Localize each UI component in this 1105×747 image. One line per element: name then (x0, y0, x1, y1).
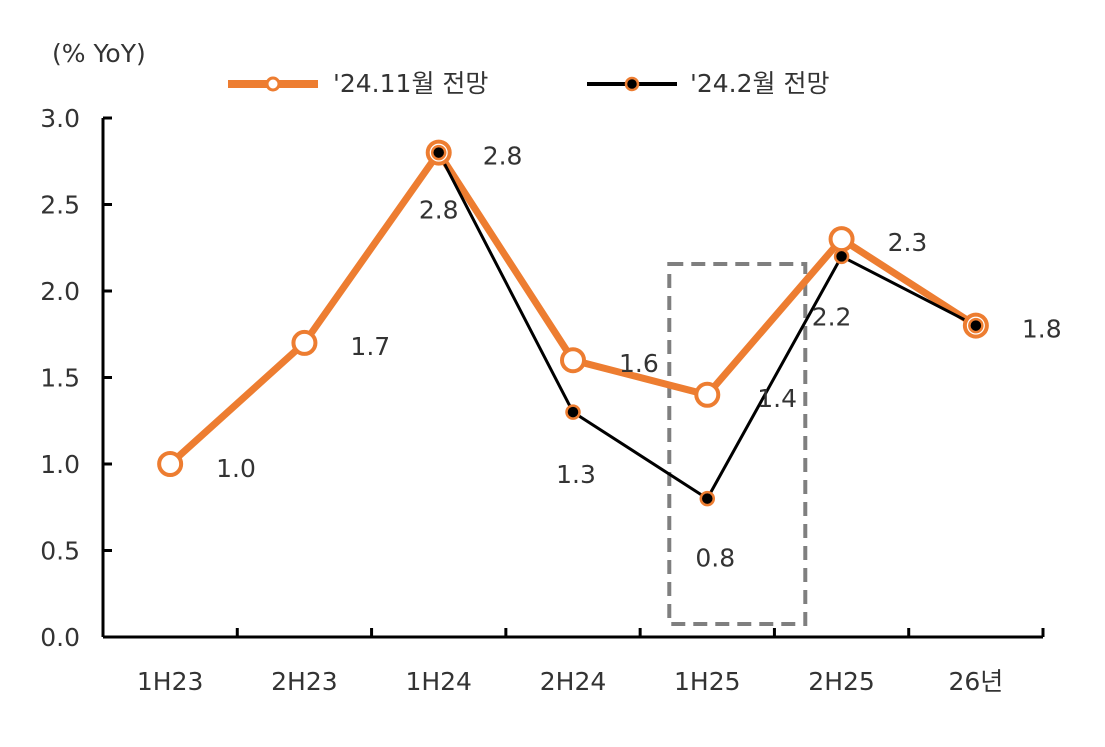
x-category-label: 1H24 (405, 667, 472, 696)
y-tick-label: 2.5 (40, 191, 80, 220)
y-tick-label: 2.0 (40, 277, 80, 306)
data-labels: 1.0 1.7 2.8 1.6 1.4 2.3 1.8 2.8 1.3 0.8 2.2 (216, 142, 1061, 573)
legend-2411-label: '24.11월 전망 (333, 69, 488, 98)
x-category-label: 1H25 (674, 667, 741, 696)
x-category-label: 1H23 (137, 667, 204, 696)
series-2411-data-label: 2.8 (483, 142, 523, 171)
series-2411-point (157, 451, 184, 477)
y-tick-label: 1.0 (40, 450, 80, 479)
legend-2402-label: '24.2월 전망 (690, 69, 829, 98)
y-tick-label: 1.5 (40, 364, 80, 393)
legend: '24.11월 전망 '24.2월 전망 (228, 69, 829, 98)
series-2411-point (694, 381, 721, 408)
y-tick-label: 0.0 (40, 623, 80, 652)
series-2411-data-label: 1.6 (619, 349, 659, 378)
x-category-label: 26년 (948, 667, 1003, 696)
series-2411-data-label: 1.4 (757, 384, 797, 413)
y-axis-unit-label: (% YoY) (52, 39, 146, 68)
series-2411-point (828, 226, 855, 253)
series-2402-point (430, 144, 447, 161)
series-layer (157, 139, 989, 507)
y-tick-label: 3.0 (40, 104, 80, 133)
series-line-2402 (437, 151, 977, 501)
series-2402-point (833, 248, 850, 265)
series-2402-data-label: 0.8 (695, 544, 735, 573)
series-2411-data-label: 1.8 (1022, 315, 1062, 344)
series-2402-data-label: 2.8 (419, 196, 459, 225)
series-2402-data-label: 1.3 (556, 460, 596, 489)
legend-2402-marker (624, 76, 640, 92)
series-2402-point (565, 404, 581, 420)
highlight-box (667, 262, 808, 626)
series-2411-data-label: 1.0 (216, 454, 256, 483)
series-2411-data-label: 2.3 (888, 228, 928, 257)
series-2402-data-label: 2.2 (812, 302, 852, 331)
series-2402-point (968, 317, 984, 334)
series-2402-point (699, 490, 716, 507)
x-category-label: 2H25 (808, 667, 875, 696)
legend-2411-marker (265, 76, 281, 92)
series-2411-point (291, 329, 318, 356)
series-2411-data-label: 1.7 (350, 332, 390, 361)
x-category-label: 2H23 (271, 667, 338, 696)
axes: 0.0 0.5 1.0 1.5 2.0 2.5 3.0 1H23 2H23 1H24 2H24 1H2… (40, 104, 1045, 696)
x-category-label: 2H24 (540, 667, 607, 696)
series-2411-point (560, 347, 586, 374)
highlight-dashed-box (667, 262, 808, 626)
y-tick-label: 0.5 (40, 537, 80, 566)
